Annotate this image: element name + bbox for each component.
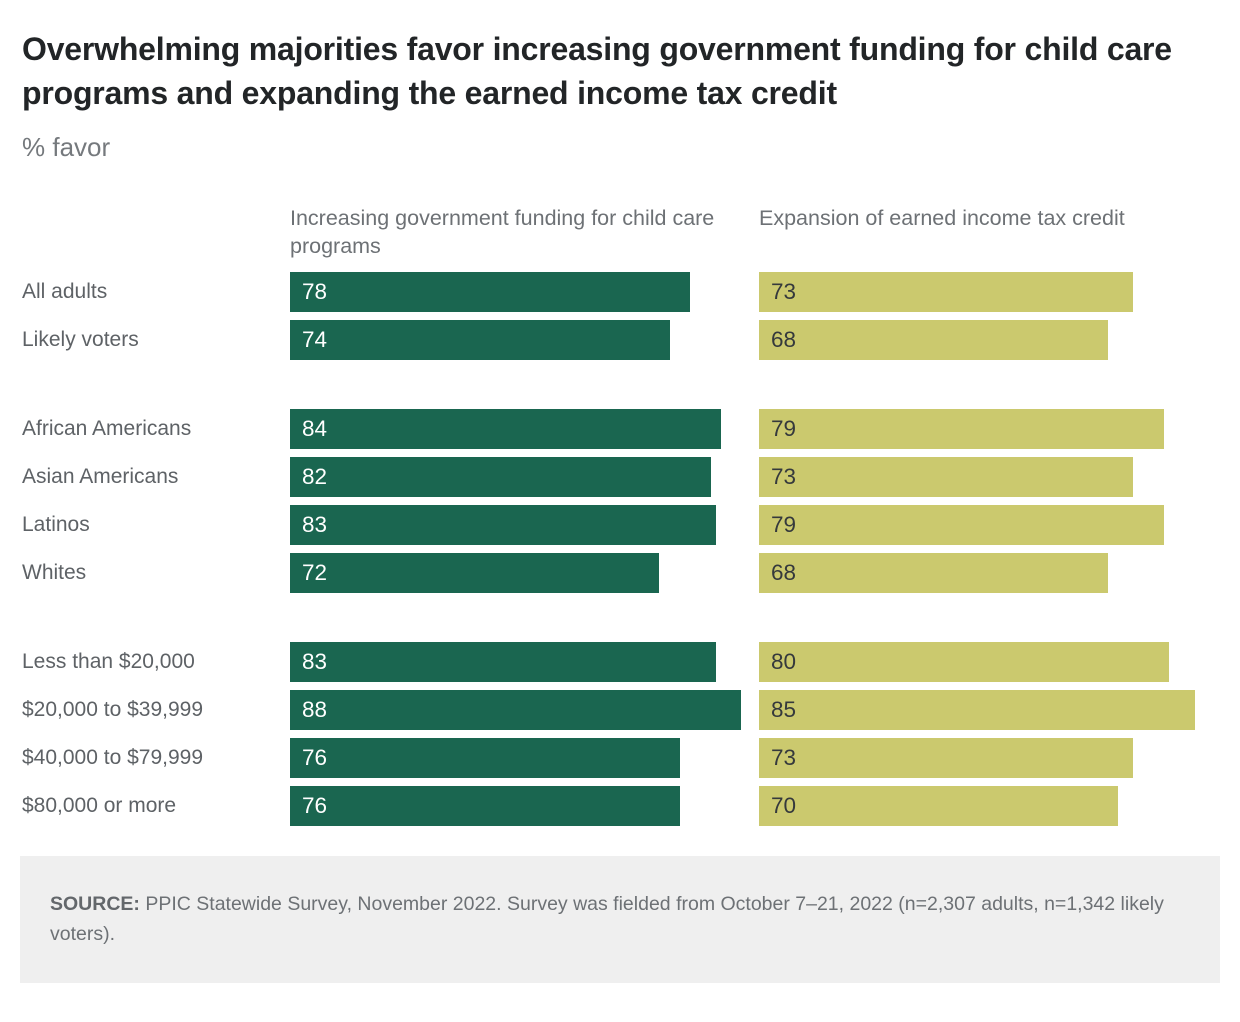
bar-value: 72 [302,559,328,585]
row-label: $80,000 or more [22,793,177,817]
source-note: SOURCE: PPIC Statewide Survey, November … [20,855,1220,983]
child-care-funding-bar: 84 [290,408,721,449]
row-label: All adults [22,279,108,303]
chart-row: $80,000 or more 76 70 [22,785,1218,826]
bar-value: 79 [771,415,797,441]
source-text: PPIC Statewide Survey, November 2022. Su… [50,892,1164,945]
bar-value: 79 [771,511,797,537]
source-label: SOURCE: [50,892,140,915]
chart-row: Asian Americans 82 73 [22,456,1218,497]
bar-cell: 84 [290,408,759,449]
child-care-funding-bar: 76 [290,737,680,778]
bar-cell: 68 [759,552,1218,593]
row-label: Likely voters [22,327,139,351]
bar-value: 88 [302,696,328,722]
bar-cell: 82 [290,456,759,497]
bar-value: 73 [771,463,797,489]
child-care-funding-bar: 88 [290,689,742,730]
chart-title: Overwhelming majorities favor increasing… [22,31,1172,111]
child-care-funding-bar: 72 [290,552,660,593]
bar-value: 73 [771,278,797,304]
chart-group: All adults 78 73 Likely voters 74 68 [22,271,1218,360]
eitc-expansion-bar: 68 [759,552,1108,593]
bar-cell: 83 [290,504,759,545]
bar-value: 83 [302,648,328,674]
chart-group: African Americans 84 79 Asian Americans 82 73… [22,408,1218,593]
column-headers: Increasing government funding for child … [22,205,1218,261]
bar-cell: 76 [290,737,759,778]
child-care-funding-bar: 82 [290,456,711,497]
bar-cell: 78 [290,271,759,312]
bar-value: 84 [302,415,328,441]
chart-row: Latinos 83 79 [22,504,1218,545]
bar-value: 76 [302,744,328,770]
row-label: Less than $20,000 [22,649,195,673]
bar-cell: 73 [759,271,1218,312]
chart-row: Less than $20,000 83 80 [22,641,1218,682]
bar-cell: 74 [290,319,759,360]
bar-cell: 83 [290,641,759,682]
eitc-expansion-bar: 85 [759,689,1196,730]
eitc-expansion-bar: 79 [759,504,1165,545]
chart-row: Likely voters 74 68 [22,319,1218,360]
bar-cell: 79 [759,408,1218,449]
bar-cell: 88 [290,689,759,730]
bar-cell: 85 [759,689,1218,730]
bar-value: 85 [771,696,797,722]
bar-cell: 76 [290,785,759,826]
row-label: $40,000 to $79,999 [22,745,204,769]
row-label: Whites [22,560,87,584]
eitc-expansion-bar: 70 [759,785,1119,826]
eitc-expansion-bar: 73 [759,737,1134,778]
bar-value: 83 [302,511,328,537]
child-care-funding-bar: 83 [290,641,716,682]
child-care-funding-bar: 76 [290,785,680,826]
chart-row: $20,000 to $39,999 88 85 [22,689,1218,730]
child-care-funding-bar: 78 [290,271,691,312]
chart-rows: All adults 78 73 Likely voters 74 68 African A… [22,271,1218,826]
row-label: $20,000 to $39,999 [22,697,204,721]
eitc-expansion-bar: 79 [759,408,1165,449]
bar-value: 73 [771,744,797,770]
bar-cell: 80 [759,641,1218,682]
bar-value: 68 [771,326,797,352]
chart-row: African Americans 84 79 [22,408,1218,449]
row-label: Asian Americans [22,464,179,488]
bar-value: 70 [771,792,797,818]
eitc-expansion-bar: 73 [759,456,1134,497]
bar-value: 74 [302,326,328,352]
child-care-funding-bar: 74 [290,319,670,360]
column-header-child-care: Increasing government funding for child … [290,205,715,258]
bar-value: 78 [302,278,328,304]
bar-value: 82 [302,463,328,489]
chart-group: Less than $20,000 83 80 $20,000 to $39,999 8… [22,641,1218,826]
chart-row: $40,000 to $79,999 76 73 [22,737,1218,778]
bar-cell: 73 [759,737,1218,778]
bar-value: 76 [302,792,328,818]
bar-cell: 68 [759,319,1218,360]
eitc-expansion-bar: 80 [759,641,1170,682]
eitc-expansion-bar: 73 [759,271,1134,312]
bar-cell: 73 [759,456,1218,497]
bar-cell: 79 [759,504,1218,545]
bar-cell: 72 [290,552,759,593]
row-label: African Americans [22,416,192,440]
chart-row: All adults 78 73 [22,271,1218,312]
bar-value: 68 [771,559,797,585]
chart-subtitle: % favor [22,131,111,162]
chart-row: Whites 72 68 [22,552,1218,593]
bar-value: 80 [771,648,797,674]
column-header-eitc: Expansion of earned income tax credit [759,205,1125,230]
child-care-funding-bar: 83 [290,504,716,545]
eitc-expansion-bar: 68 [759,319,1108,360]
row-label: Latinos [22,512,90,536]
bar-cell: 70 [759,785,1218,826]
